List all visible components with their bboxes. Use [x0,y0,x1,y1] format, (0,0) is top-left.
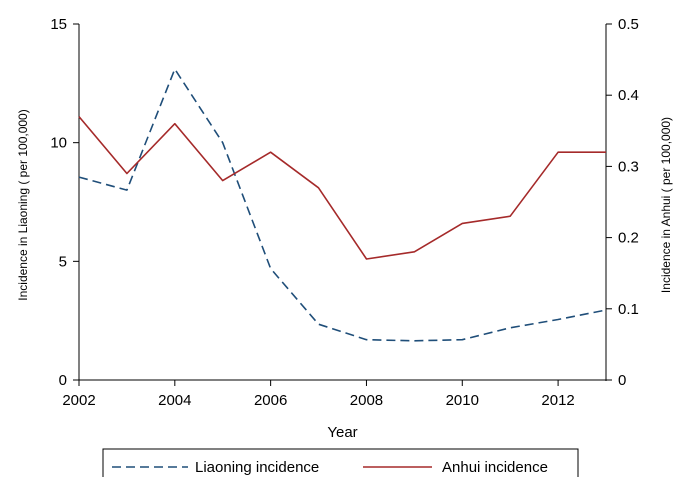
left-tick-label: 5 [59,253,67,270]
x-tick-label: 2012 [541,392,574,409]
series-layer [78,68,607,342]
x-tick-label: 2010 [446,392,479,409]
legend-label-anhui: Anhui incidence [442,459,548,476]
right-axis-title: Incidence in Anhui ( per 100,000) [659,117,673,293]
left-tick-label: 0 [59,372,67,389]
left-axis-title: Incidence in Liaoning ( per 100,000) [16,109,30,300]
legend-label-liaoning: Liaoning incidence [195,459,319,476]
right-tick-label: 0.3 [618,158,639,175]
right-tick-label: 0 [618,372,626,389]
axes: 0 5 10 15 0 0.1 0.2 0.3 0.4 0.5 2002 2004 2006 2008 20… [16,16,673,441]
legend-box [102,448,579,477]
left-tick-label: 15 [50,16,67,33]
liaoning-series-line [78,68,607,342]
right-tick-label: 0.5 [618,16,639,33]
x-axis-title: Year [327,424,357,441]
anhui-series-line [78,116,606,260]
x-tick-label: 2008 [350,392,383,409]
x-tick-label: 2006 [254,392,287,409]
right-tick-label: 0.1 [618,301,639,318]
right-tick-label: 0.4 [618,87,639,104]
x-tick-label: 2002 [62,392,95,409]
right-tick-label: 0.2 [618,230,639,247]
legend: Liaoning incidence Anhui incidence [102,448,579,477]
x-tick-label: 2004 [158,392,191,409]
left-tick-label: 10 [50,135,67,152]
